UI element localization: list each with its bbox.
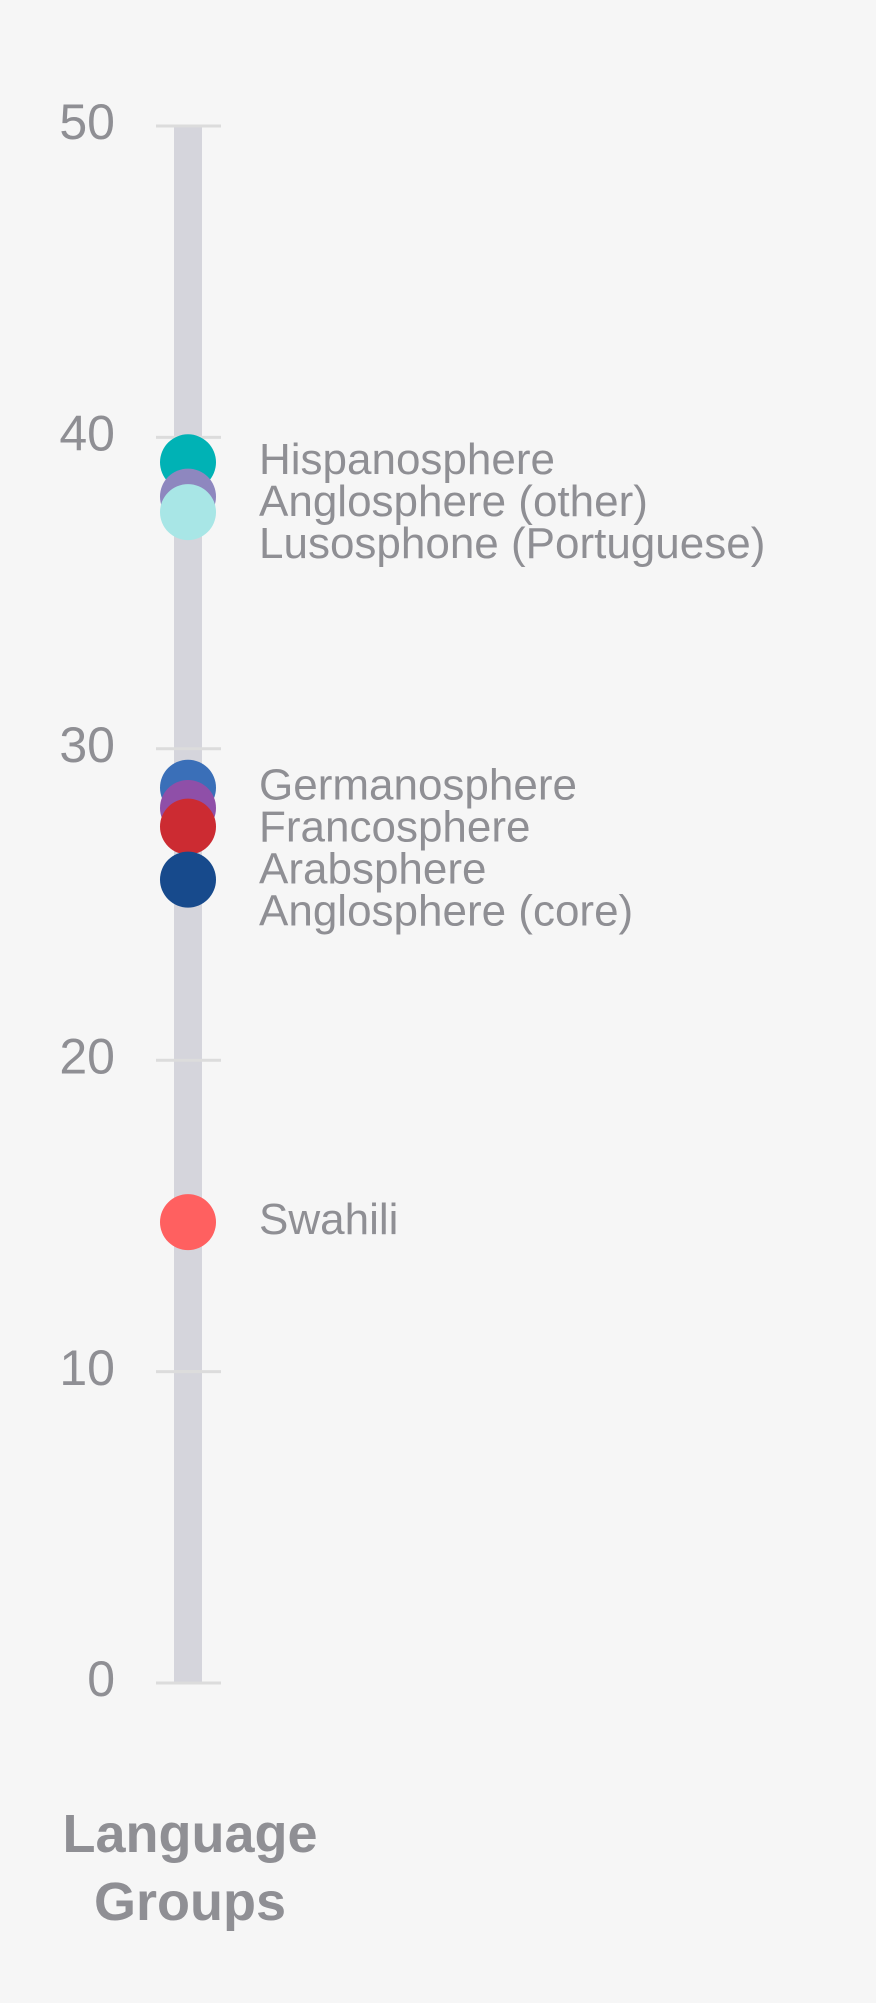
point-label: Anglosphere (other) bbox=[259, 477, 648, 526]
y-tick-label: 30 bbox=[59, 717, 115, 773]
point-label: Hispanosphere bbox=[259, 435, 555, 484]
dot bbox=[160, 851, 216, 908]
point-label: Arabsphere bbox=[259, 844, 486, 893]
point-label: Swahili bbox=[259, 1195, 398, 1244]
point-label: Lusosphone (Portuguese) bbox=[259, 519, 765, 568]
axis-label: Language Groups bbox=[62, 1804, 318, 1932]
y-tick-label: 20 bbox=[59, 1028, 115, 1084]
point-label: Germanosphere bbox=[259, 760, 577, 809]
dot bbox=[160, 1194, 216, 1251]
y-tick-label: 10 bbox=[59, 1340, 115, 1396]
y-tick-label: 50 bbox=[59, 94, 115, 150]
point-label: Anglosphere (core) bbox=[259, 886, 633, 935]
dot bbox=[160, 484, 216, 541]
y-tick-label: 40 bbox=[59, 406, 115, 462]
dot bbox=[160, 798, 216, 855]
point-label: Francosphere bbox=[259, 802, 530, 851]
y-tick-label: 0 bbox=[87, 1651, 115, 1707]
